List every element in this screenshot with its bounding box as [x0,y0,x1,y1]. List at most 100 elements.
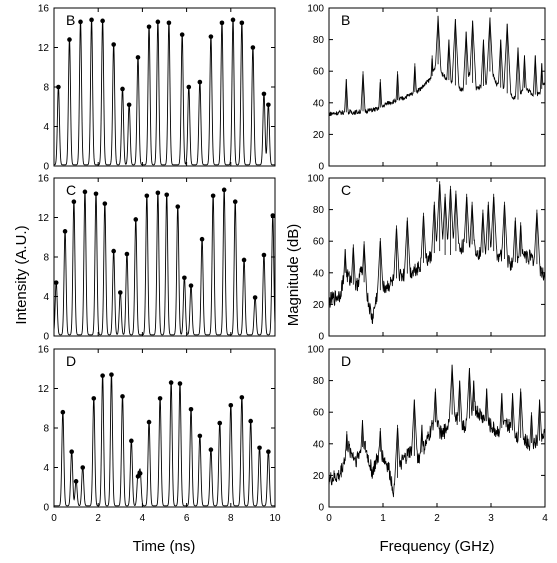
peak-marker [179,32,185,37]
x-tick-label: 4 [542,513,548,524]
peak-marker [135,55,141,60]
peak-marker [175,204,181,209]
right-xlabel: Frequency (GHz) [379,538,494,555]
y-tick-label: 20 [313,130,325,141]
plot-frame [53,348,276,508]
peak-marker [164,192,170,198]
peak-marker [221,187,227,193]
y-tick-label: 8 [43,83,49,94]
peak-marker [82,189,88,195]
y-tick-label: 8 [43,424,49,435]
peak-marker [197,79,203,85]
y-tick-label: 80 [313,35,325,46]
peak-marker [80,465,86,470]
peak-marker [210,193,216,199]
y-tick-label: 20 [313,471,325,482]
peak-marker [208,34,214,39]
peak-marker [168,380,174,385]
peak-marker [124,251,130,257]
y-tick-label: 80 [313,376,325,387]
y-tick-label: 16 [38,345,50,356]
y-tick-label: 0 [43,332,49,343]
y-tick-label: 60 [313,408,325,419]
y-tick-label: 0 [43,503,49,514]
peak-marker [177,381,183,386]
y-tick-label: 0 [318,503,324,514]
peak-marker [197,433,203,439]
y-tick-label: 16 [38,4,50,15]
peak-marker [248,418,253,424]
peak-marker [111,42,116,47]
peak-marker [257,445,262,451]
panel-label: D [341,353,351,369]
peak-marker [188,406,194,412]
panel-3: 0 20 40 60 80 100 B [307,4,546,173]
panel-4: 0 20 40 60 80 100 C [307,174,546,343]
peak-marker [155,19,161,25]
peak-marker [261,91,267,97]
x-tick-label: 4 [140,513,146,524]
peak-marker [252,295,258,300]
y-tick-label: 0 [318,162,324,173]
peak-marker [71,199,77,204]
intensity-trace [53,188,276,336]
y-tick-label: 40 [313,268,325,279]
peak-marker [118,290,123,295]
spectrum-trace [328,15,546,116]
peak-marker [155,190,161,196]
peak-marker [144,193,150,199]
y-tick-label: 4 [43,463,49,474]
y-tick-label: 4 [43,292,49,303]
peak-marker [230,17,236,23]
left-xlabel: Time (ns) [133,538,196,555]
y-tick-label: 60 [313,67,325,78]
peak-marker [266,449,271,455]
peak-marker [188,283,194,288]
peak-marker [261,252,267,258]
peak-marker [111,248,116,254]
peak-marker [239,395,245,400]
panel-1: 0 4 8 12 16 C [38,174,276,343]
peak-marker [228,402,234,408]
y-tick-label: 12 [38,384,50,395]
peak-marker [217,420,223,426]
x-tick-label: 2 [434,513,440,524]
y-tick-label: 16 [38,174,50,185]
peak-marker [270,213,276,218]
peak-marker [137,471,143,476]
panel-5: 0 20 40 60 80 100 0 1 2 3 4 D [307,345,548,525]
peak-marker [56,84,61,90]
y-tick-label: 20 [313,300,325,311]
y-tick-label: 4 [43,122,49,133]
peak-marker [250,45,256,50]
x-tick-label: 8 [228,513,234,524]
x-tick-label: 3 [488,513,494,524]
peak-marker [73,479,79,484]
left-ylabel: Intensity (A.U.) [13,225,30,324]
panel-0: 0 4 8 12 16 B [38,4,276,173]
peak-marker [166,20,172,26]
peak-marker [69,449,74,455]
x-tick-label: 2 [95,513,101,524]
peak-marker [120,86,125,92]
peak-marker [67,37,72,42]
x-tick-label: 0 [326,513,332,524]
y-tick-label: 80 [313,205,325,216]
peak-marker [239,20,245,26]
plot-frame [328,177,546,337]
peak-marker [102,201,108,206]
peak-marker [89,17,94,23]
peak-marker [219,20,225,26]
y-tick-label: 8 [43,253,49,264]
peak-marker [100,373,105,378]
peak-marker [208,447,214,453]
x-tick-label: 10 [269,513,281,524]
peak-marker [146,24,152,30]
panel-label: B [341,12,350,28]
peak-marker [91,396,97,401]
spectrum-trace [328,184,546,324]
y-tick-label: 100 [307,4,324,15]
right-ylabel: Magnitude (dB) [285,224,302,327]
peak-marker [186,84,192,90]
